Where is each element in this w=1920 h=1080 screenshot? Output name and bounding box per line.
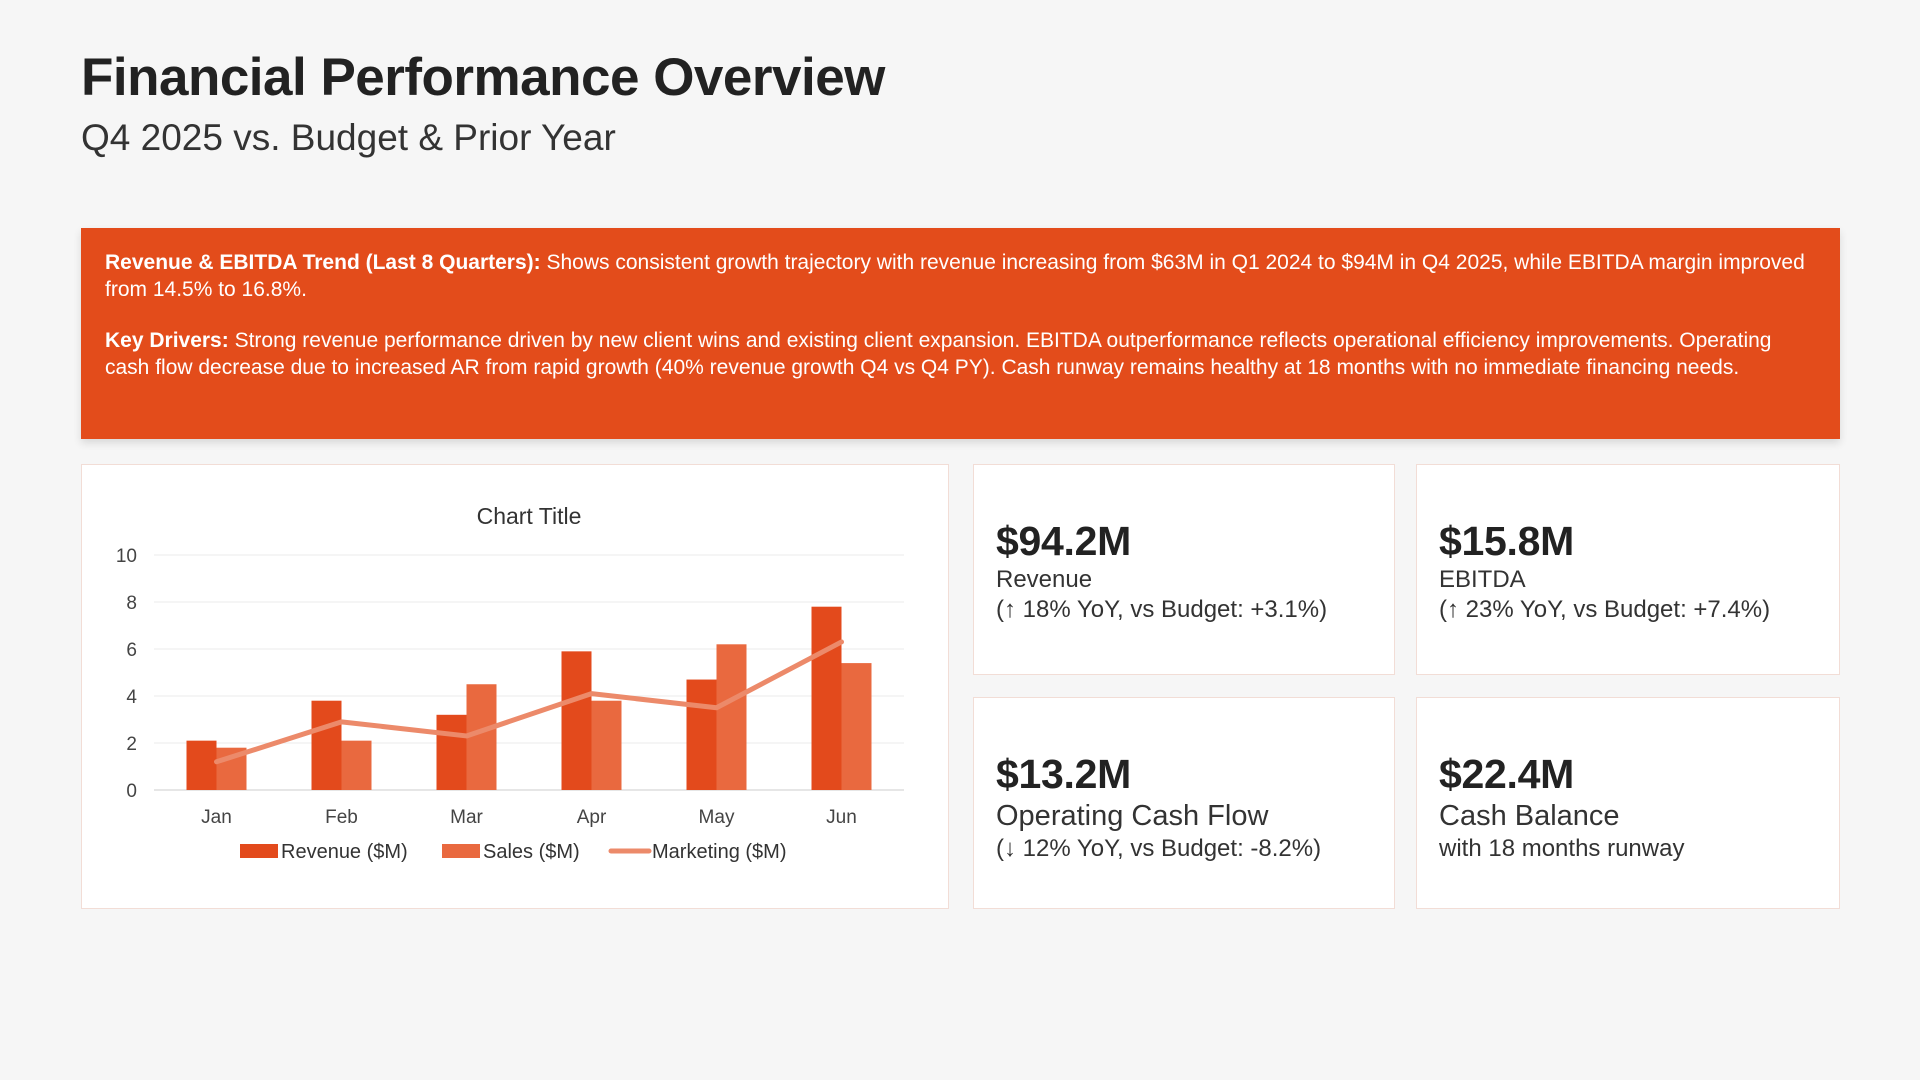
bar-sales-m-may	[716, 644, 747, 790]
bar-revenue-m-mar	[436, 714, 467, 790]
bar-revenue-m-jun	[811, 606, 842, 790]
bar-sales-m-feb	[341, 740, 372, 790]
bars	[186, 606, 872, 790]
line-marketing	[214, 639, 844, 765]
kpi-card-ebitda: $15.8M EBITDA (↑ 23% YoY, vs Budget: +7.…	[1416, 464, 1840, 675]
y-tick-label: 8	[126, 593, 137, 614]
legend-label: Revenue ($M)	[281, 841, 408, 863]
page-subtitle: Q4 2025 vs. Budget & Prior Year	[81, 117, 616, 158]
banner-paragraph-drivers: Key Drivers: Strong revenue performance …	[105, 328, 1816, 381]
kpi-card-revenue: $94.2M Revenue (↑ 18% YoY, vs Budget: +3…	[973, 464, 1395, 675]
kpi-value: $15.8M	[1439, 518, 1574, 564]
x-tick-label: Jan	[201, 807, 232, 828]
chart-title: Chart Title	[477, 503, 582, 529]
banner-lead-drivers: Key Drivers:	[105, 329, 229, 352]
x-tick-label: Jun	[826, 807, 857, 828]
x-tick-label: Feb	[325, 807, 358, 828]
y-tick-label: 2	[126, 734, 137, 755]
legend-label: Sales ($M)	[483, 841, 580, 863]
bar-sales-m-apr	[591, 700, 622, 790]
kpi-card-operating-cash-flow: $13.2M Operating Cash Flow (↓ 12% YoY, v…	[973, 697, 1395, 909]
x-tick-label: May	[699, 807, 735, 828]
combo-chart: Chart Title 0 2 4 6 8 10 Jan Feb Mar Apr May Jun R…	[116, 503, 904, 863]
kpi-label: Revenue	[996, 566, 1093, 593]
bar-revenue-m-apr	[561, 651, 592, 790]
banner-paragraph-trend: Revenue & EBITDA Trend (Last 8 Quarters)…	[105, 250, 1816, 303]
kpi-label: EBITDA	[1439, 566, 1526, 593]
banner-text-trend: Shows consistent growth trajectory with …	[105, 251, 1805, 301]
kpi-detail: (↑ 18% YoY, vs Budget: +3.1%)	[996, 596, 1328, 623]
bar-sales-m-jun	[841, 663, 872, 790]
legend-swatch	[240, 844, 278, 858]
kpi-detail: with 18 months runway	[1439, 835, 1685, 862]
bar-sales-m-mar	[466, 684, 497, 790]
y-tick-label: 4	[126, 687, 137, 708]
kpi-detail: (↑ 23% YoY, vs Budget: +7.4%)	[1439, 596, 1771, 623]
kpi-label: Cash Balance	[1439, 800, 1620, 832]
gridlines	[154, 554, 904, 791]
bar-revenue-m-may	[686, 679, 717, 790]
x-axis-ticks: Jan Feb Mar Apr May Jun	[201, 807, 857, 828]
y-tick-label: 10	[116, 546, 137, 567]
bar-revenue-m-feb	[311, 700, 342, 790]
kpi-label: Operating Cash Flow	[996, 800, 1269, 832]
x-tick-label: Apr	[577, 807, 607, 828]
bar-revenue-m-jan	[186, 740, 217, 790]
kpi-card-cash-balance: $22.4M Cash Balance with 18 months runwa…	[1416, 697, 1840, 909]
legend-label: Marketing ($M)	[652, 841, 786, 863]
legend: Revenue ($M) Sales ($M) Marketing ($M)	[240, 841, 786, 863]
banner-text-drivers: Strong revenue performance driven by new…	[105, 329, 1772, 379]
y-tick-label: 6	[126, 640, 137, 661]
kpi-value: $13.2M	[996, 751, 1131, 797]
summary-banner: Revenue & EBITDA Trend (Last 8 Quarters)…	[81, 228, 1840, 439]
chart-card: Chart Title 0 2 4 6 8 10 Jan Feb Mar Apr May Jun R…	[81, 464, 949, 909]
y-axis-ticks: 0 2 4 6 8 10	[116, 546, 138, 802]
y-tick-label: 0	[126, 781, 137, 802]
line-series	[214, 639, 844, 765]
x-tick-label: Mar	[450, 807, 483, 828]
legend-swatch	[442, 844, 480, 858]
kpi-detail: (↓ 12% YoY, vs Budget: -8.2%)	[996, 835, 1322, 862]
page-title: Financial Performance Overview	[81, 48, 885, 107]
kpi-value: $94.2M	[996, 518, 1131, 564]
banner-lead-trend: Revenue & EBITDA Trend (Last 8 Quarters)…	[105, 251, 541, 274]
kpi-value: $22.4M	[1439, 751, 1574, 797]
